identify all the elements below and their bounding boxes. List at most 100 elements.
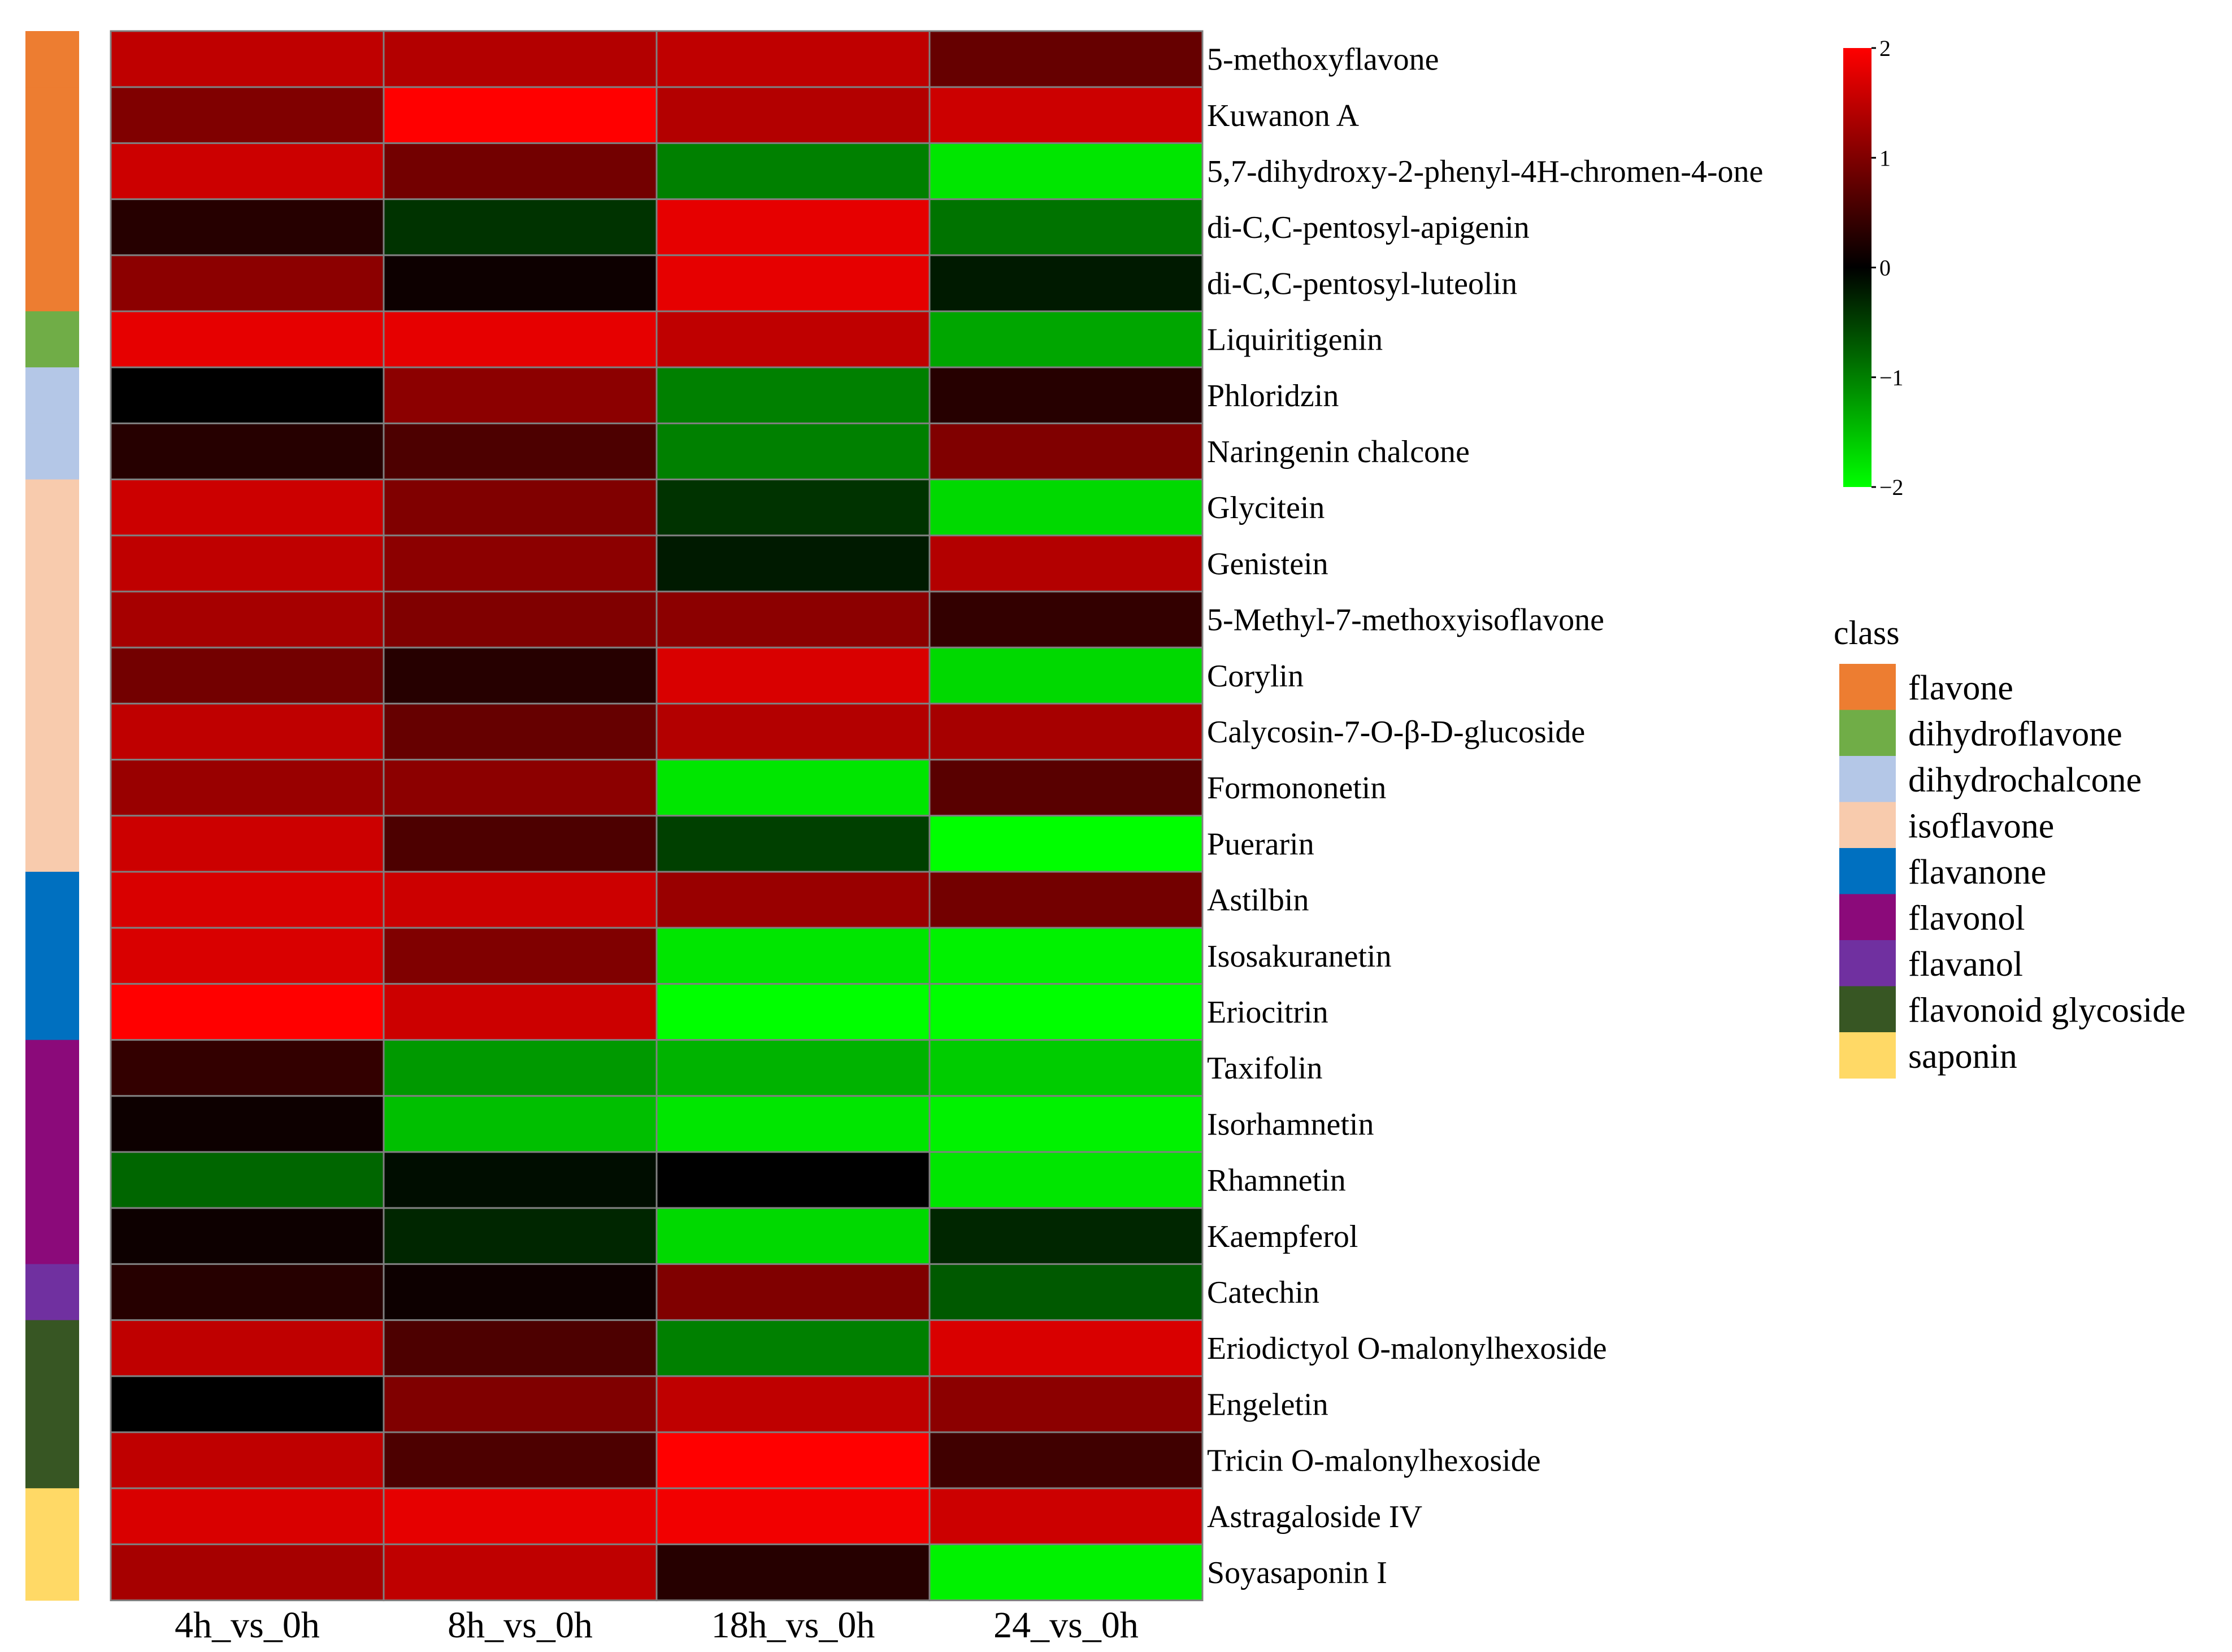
heatmap-cell (655, 198, 931, 257)
row-label: Catechin (1207, 1275, 1319, 1310)
class-bar-segment (25, 1432, 79, 1489)
heatmap-cell (928, 30, 1204, 88)
row-label: Phloridzin (1207, 379, 1339, 414)
heatmap-cell (655, 1375, 931, 1433)
heatmap-cell (655, 815, 931, 873)
heatmap-cell (655, 927, 931, 985)
heatmap-cell (655, 310, 931, 368)
heatmap-cell (110, 702, 385, 761)
heatmap-cell (110, 871, 385, 929)
class-bar-segment (25, 1208, 79, 1264)
class-legend-swatch (1839, 894, 1896, 941)
class-annotation-bar (25, 31, 79, 1601)
class-legend-label: dihydrochalcone (1908, 761, 2142, 799)
heatmap-cell (110, 1431, 385, 1489)
heatmap-cell (655, 422, 931, 481)
heatmap-cell (110, 86, 385, 144)
heatmap-cell (655, 590, 931, 649)
heatmap-cell (655, 366, 931, 424)
class-bar-segment (25, 423, 79, 480)
heatmap-cell (655, 534, 931, 593)
heatmap-cell (655, 1207, 931, 1265)
heatmap-cell (928, 871, 1204, 929)
class-legend-title: class (1834, 614, 1900, 651)
heatmap-cell (655, 1487, 931, 1545)
class-legend-label: flavonol (1908, 899, 2025, 938)
heatmap-cell (383, 1431, 658, 1489)
heatmap-cell (655, 1095, 931, 1153)
color-scale-tick-label: −1 (1879, 365, 1904, 390)
class-bar-segment (25, 1544, 79, 1601)
heatmap-cell (928, 1375, 1204, 1433)
class-bar-segment (25, 367, 79, 424)
heatmap-cell (655, 1319, 931, 1377)
class-legend-swatch (1839, 848, 1896, 894)
class-bar-segment (25, 143, 79, 200)
row-label: Kaempferol (1207, 1219, 1358, 1254)
row-label: Liquiritigenin (1207, 323, 1383, 358)
heatmap-cell (655, 1263, 931, 1321)
heatmap-cell (383, 1319, 658, 1377)
heatmap-cell (383, 759, 658, 817)
class-bar-segment (25, 1095, 79, 1153)
class-legend-swatch (1839, 1032, 1896, 1079)
heatmap-cell (383, 86, 658, 144)
heatmap-cell (655, 1543, 931, 1602)
heatmap-cell (928, 646, 1204, 705)
class-bar-segment (25, 703, 79, 760)
heatmap-cell (383, 815, 658, 873)
color-scale-legend: 2 1 0 −1 −2 (1843, 36, 1904, 500)
heatmap-cell (928, 366, 1204, 424)
class-legend-label: flavanone (1908, 853, 2046, 892)
heatmap-cell (383, 927, 658, 985)
class-legend-swatch (1839, 756, 1896, 802)
heatmap-cell (655, 759, 931, 817)
heatmap-cell (110, 422, 385, 481)
row-label: 5-Methyl-7-methoxyisoflavone (1207, 603, 1604, 638)
class-legend-swatch (1839, 940, 1896, 986)
row-label: Corylin (1207, 659, 1304, 694)
class-bar-segment (25, 199, 79, 256)
heatmap-cell (928, 1207, 1204, 1265)
row-label: Kuwanon A (1207, 98, 1360, 133)
row-label: di-C,C-pentosyl-luteolin (1207, 266, 1517, 301)
heatmap-cell (383, 30, 658, 88)
heatmap-cell (655, 646, 931, 705)
heatmap-cell (655, 1151, 931, 1209)
heatmap-cell (110, 590, 385, 649)
row-label: Puerarin (1207, 827, 1314, 862)
heatmap-cell (928, 1151, 1204, 1209)
color-scale-bar (1843, 48, 1871, 487)
class-bar-segment (25, 1152, 79, 1208)
row-label: Genistein (1207, 546, 1328, 581)
heatmap-cell (110, 1039, 385, 1097)
class-bar-segment (25, 1376, 79, 1433)
heatmap-cell (383, 1151, 658, 1209)
heatmap-cell (928, 254, 1204, 312)
heatmap-cell (110, 815, 385, 873)
heatmap-cell (110, 534, 385, 593)
row-label: 5-methoxyflavone (1207, 42, 1439, 77)
column-label: 24_vs_0h (993, 1605, 1139, 1646)
row-label: Tricin O-malonylhexoside (1207, 1444, 1541, 1479)
heatmap-cell (928, 142, 1204, 201)
row-label: Isosakuranetin (1207, 939, 1392, 974)
column-label: 4h_vs_0h (175, 1605, 320, 1646)
heatmap-cell (110, 1207, 385, 1265)
heatmap-cell (928, 1263, 1204, 1321)
heatmap-cell (655, 871, 931, 929)
heatmap-cell (383, 366, 658, 424)
heatmap-cell (110, 198, 385, 257)
class-legend-label: flavanol (1908, 945, 2023, 984)
heatmap-cell (110, 1543, 385, 1602)
class-bar-segment (25, 1264, 79, 1321)
class-bar-segment (25, 592, 79, 648)
row-label: 5,7-dihydroxy-2-phenyl-4H-chromen-4-one (1207, 154, 1763, 189)
heatmap-cell (110, 1151, 385, 1209)
heatmap-cell (655, 254, 931, 312)
class-bar-segment (25, 759, 79, 816)
row-labels: 5-methoxyflavone Kuwanon A 5,7-dihydroxy-2… (1207, 42, 1763, 1590)
class-bar-segment (25, 928, 79, 984)
row-label: Glycitein (1207, 490, 1325, 525)
heatmap-cell (928, 702, 1204, 761)
